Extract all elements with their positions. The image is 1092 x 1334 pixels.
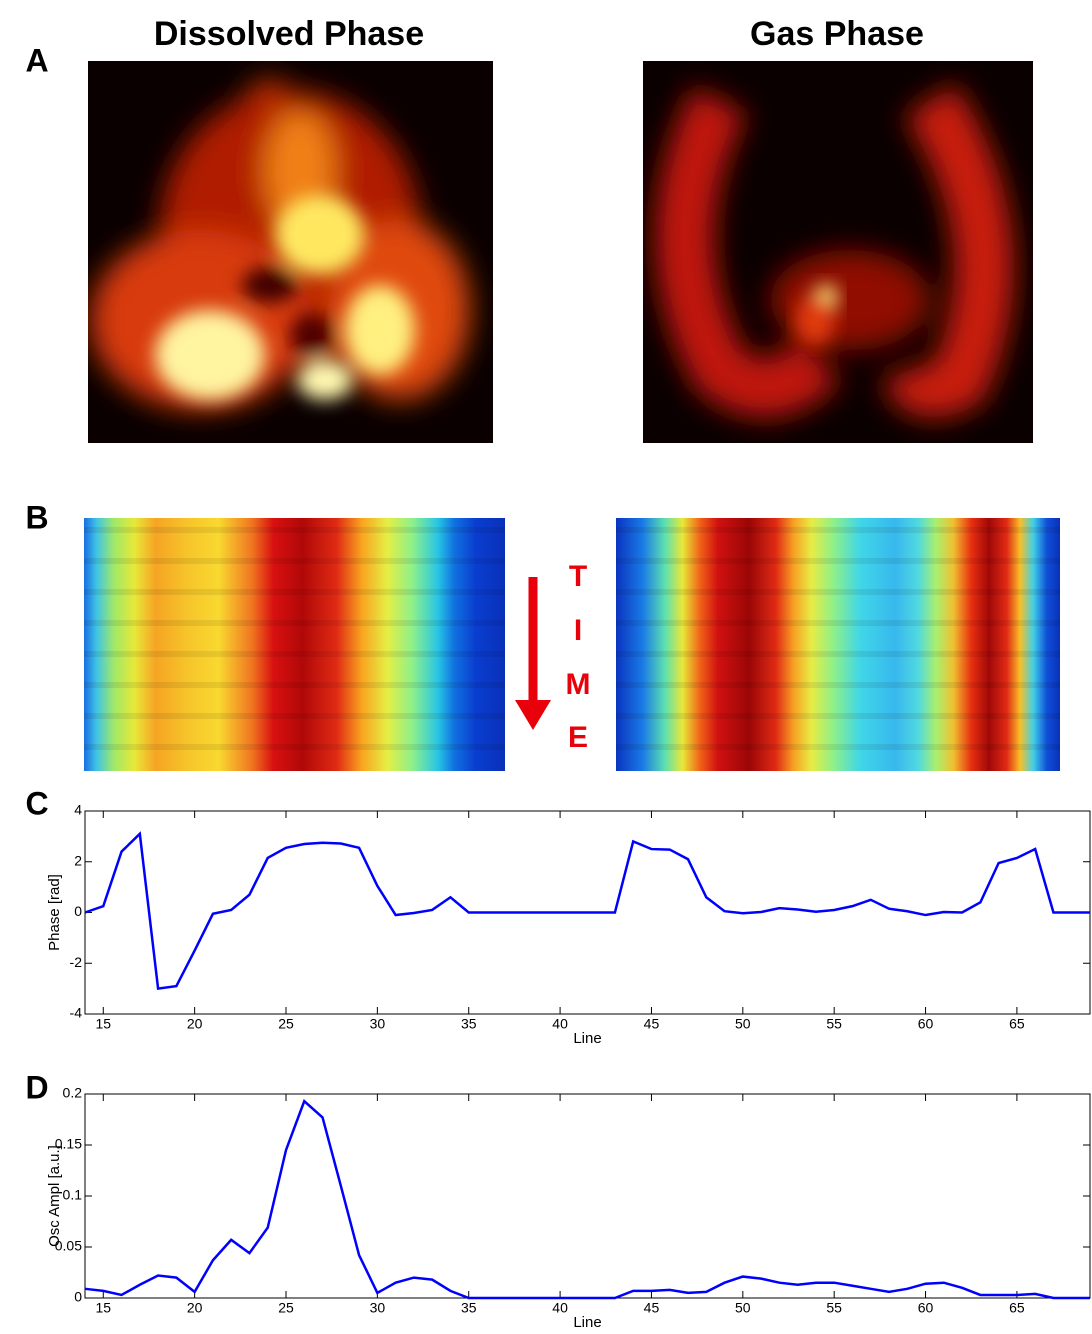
x-tick-label: 50 [735, 1300, 751, 1316]
x-tick-label: 45 [644, 1016, 660, 1032]
x-tick-label: 30 [370, 1300, 386, 1316]
x-tick-label: 40 [552, 1300, 568, 1316]
x-tick-label: 15 [95, 1300, 111, 1316]
y-tick-label: 0.1 [63, 1187, 83, 1203]
data-line [84, 1098, 1090, 1300]
time-letter: I [574, 614, 582, 647]
time-arrow-head [515, 700, 551, 730]
time-letter: E [568, 721, 588, 754]
x-tick-label: 55 [826, 1300, 842, 1316]
y-tick-label: 4 [74, 802, 82, 818]
data-line [84, 831, 1090, 991]
x-tick-label: 60 [918, 1016, 934, 1032]
x-tick-label: 65 [1009, 1016, 1025, 1032]
x-tick-label: 20 [187, 1300, 203, 1316]
x-tick-label: 15 [95, 1016, 111, 1032]
dissolved-image [88, 61, 493, 443]
gas-image [643, 61, 1033, 443]
x-tick-label: 55 [826, 1016, 842, 1032]
y-tick-label: 0.05 [55, 1238, 82, 1254]
x-tick-label: 40 [552, 1016, 568, 1032]
time-letter: M [566, 668, 591, 701]
panel-label: C [25, 785, 48, 821]
y-tick-label: 0 [74, 1289, 82, 1305]
x-axis-label: Line [573, 1314, 601, 1329]
y-axis-label: Osc Ampl [a.u.] [46, 1145, 63, 1247]
x-tick-label: 30 [370, 1016, 386, 1032]
title-gas: Gas Phase [750, 15, 924, 53]
y-tick-label: 2 [74, 852, 82, 868]
y-tick-label: 0.2 [63, 1085, 83, 1101]
x-axis-label: Line [573, 1030, 601, 1047]
x-tick-label: 60 [918, 1300, 934, 1316]
x-tick-label: 25 [278, 1300, 294, 1316]
heatmap-rows [616, 518, 1060, 771]
y-tick-label: 0.15 [55, 1136, 82, 1152]
y-tick-label: 0 [74, 903, 82, 919]
panel-label: B [25, 499, 48, 535]
x-tick-label: 25 [278, 1016, 294, 1032]
heatmap-rows [84, 518, 505, 771]
x-tick-label: 20 [187, 1016, 203, 1032]
panel-label: A [25, 42, 48, 78]
plot-frame [84, 1093, 1091, 1299]
x-tick-label: 50 [735, 1016, 751, 1032]
x-tick-label: 35 [461, 1016, 477, 1032]
panel-label: D [25, 1069, 48, 1105]
time-letter: T [569, 560, 587, 593]
x-tick-label: 35 [461, 1300, 477, 1316]
x-tick-label: 45 [644, 1300, 660, 1316]
title-dissolved: Dissolved Phase [154, 15, 424, 53]
y-axis-label: Phase [rad] [46, 874, 63, 951]
x-tick-label: 65 [1009, 1300, 1025, 1316]
y-tick-label: -2 [70, 954, 83, 970]
y-tick-label: -4 [70, 1005, 83, 1021]
